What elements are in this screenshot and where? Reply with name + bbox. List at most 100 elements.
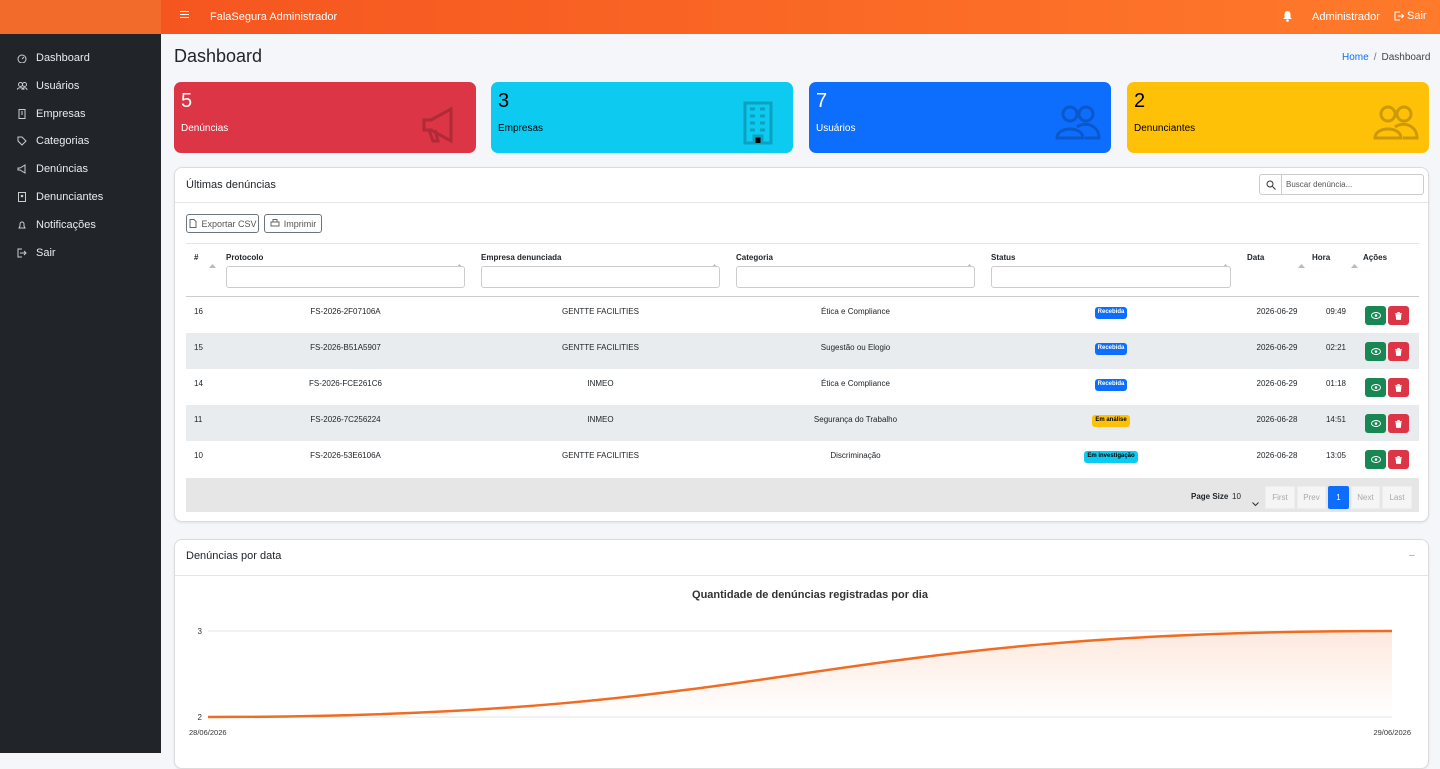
x-tick-label: 28/06/2026 (189, 728, 227, 737)
table-top-border (186, 243, 1419, 244)
column-header[interactable]: # (194, 253, 199, 262)
search-box[interactable]: Buscar denúncia... (1259, 174, 1424, 195)
delete-button[interactable] (1388, 414, 1409, 433)
icon-part (1374, 314, 1377, 317)
icon-part (1395, 311, 1402, 320)
page-button[interactable]: Last (1382, 486, 1412, 509)
header-title: FalaSegura Administrador (210, 11, 338, 23)
page-button[interactable]: Next (1351, 486, 1380, 509)
icon-part (1370, 420, 1381, 427)
stat-label: Empresas (498, 123, 544, 134)
delete-button[interactable] (1388, 306, 1409, 325)
delete-button[interactable] (1388, 450, 1409, 469)
nav-item[interactable]: Empresas (17, 107, 157, 121)
column-header[interactable]: Empresa denunciada (481, 253, 562, 262)
icon-part (189, 219, 197, 228)
bell[interactable] (1282, 10, 1294, 22)
icon-part (1370, 312, 1381, 319)
nav-item[interactable]: Usuários (17, 79, 157, 93)
breadcrumb-item: Dashboard (1381, 52, 1431, 63)
nav-item[interactable]: Dashboard (17, 51, 157, 65)
status-badge: Em investigação (1084, 451, 1138, 463)
column-header[interactable]: Hora (1312, 253, 1331, 262)
view-button[interactable] (1365, 378, 1386, 397)
column-filter[interactable] (736, 266, 975, 288)
nav-label: Categorias (36, 135, 90, 148)
chart-card: Denúncias por data – Quantidade de denúnci… (174, 539, 1430, 769)
column-filter[interactable] (481, 266, 720, 288)
nav-label: Notificações (36, 218, 96, 231)
icon-part (17, 248, 27, 258)
toolbar-button[interactable]: Exportar CSV (186, 214, 259, 233)
view-button[interactable] (1365, 306, 1386, 325)
icon-part (18, 108, 26, 119)
stat-value: 7 (816, 90, 828, 112)
nav-item[interactable]: Sair (17, 246, 157, 260)
nav-label: Sair (36, 246, 56, 259)
icon-part (1373, 105, 1419, 140)
icon-part (18, 192, 26, 202)
sort-arrow (1222, 255, 1230, 268)
table-cell: 01:18 (1325, 379, 1347, 388)
breadcrumb-sep: / (1373, 52, 1377, 63)
view-button[interactable] (1365, 450, 1386, 469)
status-cell: Em investigação (991, 451, 1231, 463)
icon-part (422, 106, 453, 144)
page-size-select[interactable]: 10 (1232, 492, 1241, 501)
nav-item[interactable]: Categorias (17, 134, 157, 148)
stat-card[interactable]: 2 Denunciantes (1127, 82, 1429, 153)
icon-part (209, 264, 216, 268)
delete-button[interactable] (1388, 378, 1409, 397)
stat-label: Usuários (816, 123, 856, 134)
table-cell: 2026-06-29 (1256, 307, 1298, 316)
page-button[interactable]: First (1265, 486, 1295, 509)
column-header[interactable]: Data (1247, 253, 1265, 262)
sort-arrow (711, 255, 719, 268)
column-header[interactable]: Categoria (736, 253, 773, 262)
logout[interactable]: Sair (1394, 10, 1427, 22)
icon-part (272, 219, 278, 223)
nav-item[interactable]: Denunciantes (17, 190, 157, 204)
icon-part (422, 106, 453, 144)
page-button[interactable]: Prev (1297, 486, 1326, 509)
icon-part (1283, 11, 1292, 19)
header-bottom-border (186, 296, 1419, 297)
icon-part (1370, 384, 1381, 391)
stat-card[interactable]: 7 Usuários (809, 82, 1111, 153)
table-cell: 11 (194, 415, 203, 424)
card-divider (175, 575, 1430, 576)
table-cell: FS-2026-53E6106A (310, 451, 381, 460)
icon-part (1351, 264, 1358, 268)
collapse-button[interactable]: – (1409, 550, 1415, 561)
view-button[interactable] (1365, 342, 1386, 361)
icon-part (1394, 11, 1404, 21)
icon-part (17, 164, 26, 175)
icon-part (18, 221, 26, 229)
table-cell: Sugestão ou Elogio (820, 343, 891, 352)
search-icon (1260, 175, 1282, 194)
view-button[interactable] (1365, 414, 1386, 433)
table-cell: 15 (194, 343, 203, 352)
icon-part (22, 81, 27, 87)
column-filter[interactable] (226, 266, 465, 288)
chart: Quantidade de denúncias registradas por … (189, 589, 1411, 737)
sidebar: Dashboard Usuários Empresas Categorias Denún… (0, 34, 161, 753)
stat-card[interactable]: 5 Denúncias (174, 82, 476, 153)
stat-value: 3 (498, 90, 510, 112)
icon-part (17, 248, 27, 258)
nav-item[interactable]: Denúncias (17, 162, 157, 176)
nav-item[interactable]: Notificações (17, 218, 157, 232)
breadcrumb-item[interactable]: Home (1342, 52, 1369, 63)
stat-card[interactable]: 3 Empresas (491, 82, 793, 153)
menu-toggle[interactable] (180, 10, 190, 22)
column-header[interactable]: Status (991, 253, 1016, 262)
column-filter[interactable] (991, 266, 1231, 288)
column-header[interactable]: Protocolo (226, 253, 264, 262)
icon-part (1370, 384, 1381, 391)
delete-button[interactable] (1388, 342, 1409, 361)
page-current[interactable]: 1 (1328, 486, 1349, 509)
icon-part (1395, 455, 1402, 464)
icon-part (21, 111, 23, 115)
user-name[interactable]: Administrador (1312, 11, 1380, 23)
toolbar-button[interactable]: Imprimir (264, 214, 322, 233)
